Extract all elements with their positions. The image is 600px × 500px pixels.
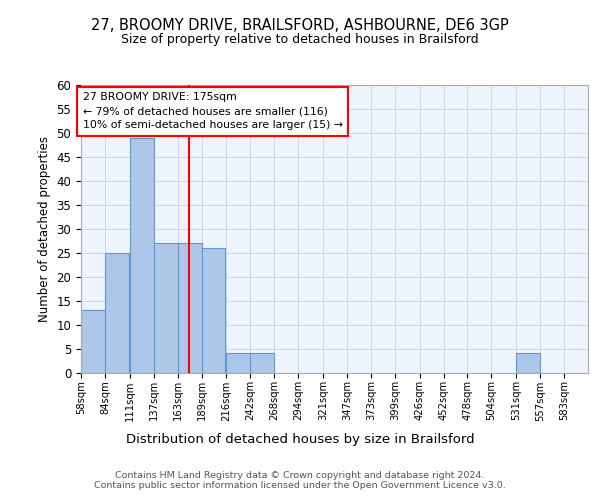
Y-axis label: Number of detached properties: Number of detached properties — [38, 136, 51, 322]
Bar — [516, 354, 540, 372]
Text: Distribution of detached houses by size in Brailsford: Distribution of detached houses by size … — [125, 432, 475, 446]
Bar — [202, 248, 226, 372]
Bar — [105, 252, 129, 372]
Text: 27, BROOMY DRIVE, BRAILSFORD, ASHBOURNE, DE6 3GP: 27, BROOMY DRIVE, BRAILSFORD, ASHBOURNE,… — [91, 18, 509, 32]
Bar — [154, 243, 178, 372]
Bar — [250, 354, 274, 372]
Bar — [178, 243, 202, 372]
Text: Size of property relative to detached houses in Brailsford: Size of property relative to detached ho… — [121, 32, 479, 46]
Bar — [226, 354, 250, 372]
Text: Contains HM Land Registry data © Crown copyright and database right 2024.
Contai: Contains HM Land Registry data © Crown c… — [94, 470, 506, 490]
Bar — [81, 310, 105, 372]
Bar — [130, 138, 154, 372]
Text: 27 BROOMY DRIVE: 175sqm
← 79% of detached houses are smaller (116)
10% of semi-d: 27 BROOMY DRIVE: 175sqm ← 79% of detache… — [83, 92, 343, 130]
